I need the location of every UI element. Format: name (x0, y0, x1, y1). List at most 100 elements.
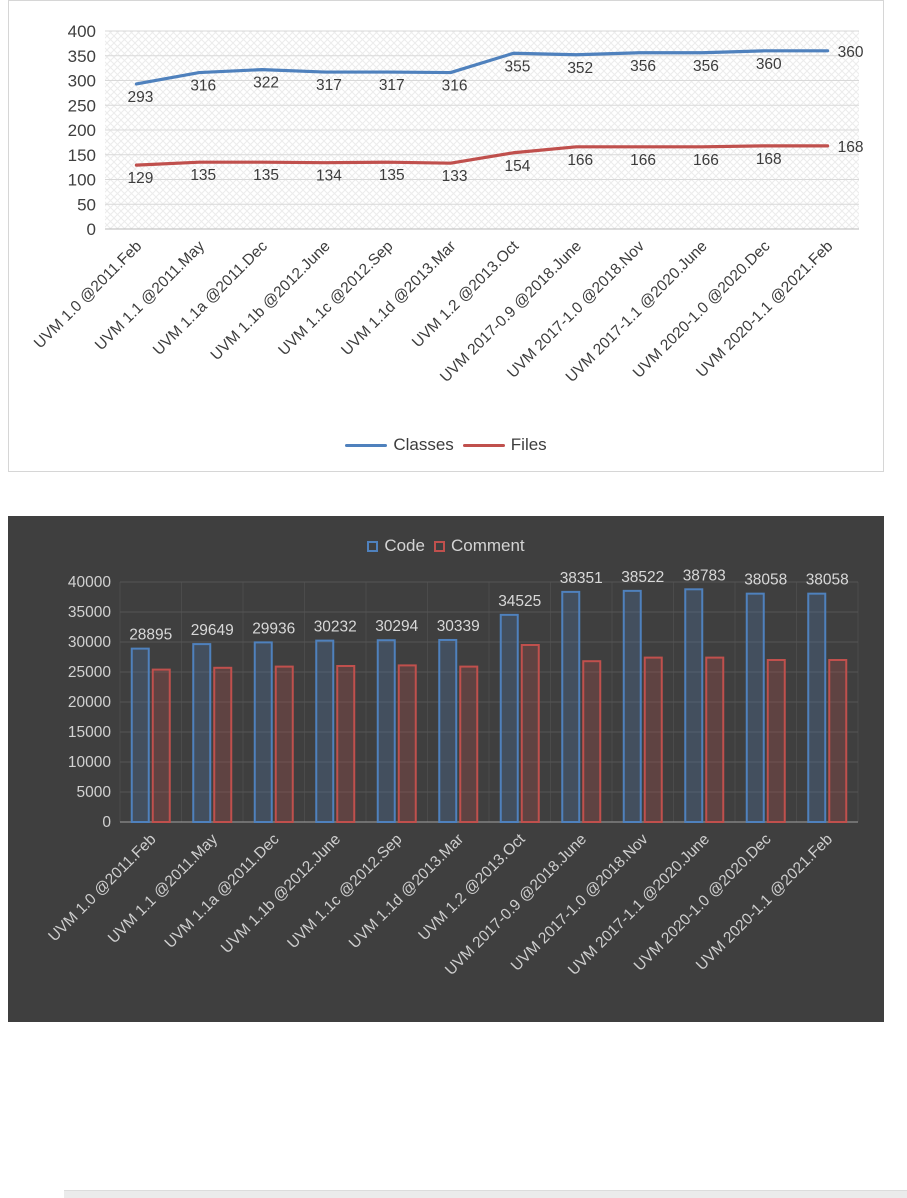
x-axis-tick-label: UVM 1.1a @2011.Dec (150, 238, 271, 359)
bar-comment (705, 656, 725, 823)
y-axis-tick-label: 5000 (77, 784, 112, 801)
bar-chart-svg: 0 5000 10000 15000 20000 25000 30000 35000 40000… (45, 567, 859, 979)
data-label-files: 133 (442, 168, 468, 185)
legend-label-files: Files (510, 435, 547, 454)
data-label-files: 166 (567, 152, 593, 169)
data-label-classes: 356 (693, 58, 719, 75)
data-label-classes: 317 (316, 77, 342, 94)
data-label-classes: 360 (838, 44, 864, 61)
bar-comment (459, 665, 479, 823)
bar-comment (828, 659, 848, 823)
bar-chart-legend: Code Comment (8, 536, 884, 556)
bar-comment (520, 644, 540, 823)
data-label-files: 166 (630, 152, 656, 169)
bar-code (499, 613, 519, 823)
y-axis-tick-label: 50 (77, 195, 96, 214)
bar-code (438, 638, 458, 823)
bar-comment (582, 660, 602, 823)
data-label-classes: 356 (630, 58, 656, 75)
x-axis-tick-label: UVM 1.1b @2012.June (208, 238, 334, 364)
data-label-files: 135 (379, 167, 405, 184)
data-label-files: 166 (693, 152, 719, 169)
data-label-code: 29936 (252, 620, 295, 637)
legend-label-code: Code (384, 536, 425, 555)
legend-item-code: Code (367, 536, 425, 556)
series-line-files (134, 144, 830, 167)
y-axis-tick-label: 10000 (68, 754, 111, 771)
code-comment-bar-chart-panel: 0 5000 10000 15000 20000 25000 30000 35000 40000… (8, 516, 884, 1022)
data-label-files: 134 (316, 168, 342, 185)
partial-panel-top-edge (64, 1190, 907, 1198)
data-label-code: 29649 (191, 622, 234, 639)
files-series-swatch (462, 443, 505, 447)
data-label-code: 30339 (437, 618, 480, 635)
y-axis-tick-label: 25000 (68, 664, 111, 681)
data-label-files: 154 (504, 158, 530, 175)
data-label-files: 135 (253, 167, 279, 184)
classes-files-line-chart-panel: 0 50 100 150 200 250 300 350 400 293 316 322 317 317 3… (8, 0, 884, 472)
legend-item-classes: Classes (345, 435, 454, 455)
x-axis-tick-label: UVM 1.0 @2011.Feb (45, 831, 159, 945)
y-axis-tick-label: 35000 (68, 604, 111, 621)
x-axis-tick-label: UVM 2020-1.1 @2021.Feb (693, 238, 836, 381)
bar-comment (397, 664, 417, 823)
bar-code (561, 590, 581, 823)
x-axis-tick-label: UVM 1.1d @2013.Mar (346, 831, 467, 952)
data-label-code: 38058 (744, 572, 787, 589)
bar-code (684, 588, 704, 823)
data-label-classes: 322 (253, 75, 279, 92)
code-series-swatch (367, 540, 379, 552)
data-label-files: 135 (190, 167, 216, 184)
data-label-files: 129 (127, 170, 153, 187)
x-axis-tick-label: UVM 1.2 @2013.Oct (415, 830, 529, 944)
y-axis-tick-label: 40000 (68, 574, 111, 591)
bar-code (315, 639, 335, 823)
bar-code (622, 589, 642, 823)
x-axis-tick-label: UVM 1.1b @2012.June (218, 831, 344, 957)
x-axis-tick-label: UVM 1.1c @2012.Sep (275, 238, 396, 359)
data-label-classes: 352 (567, 60, 593, 77)
classes-series-swatch (345, 443, 388, 447)
x-axis-tick-label: UVM 1.0 @2011.Feb (31, 238, 145, 352)
data-label-code: 38058 (806, 572, 849, 589)
data-label-files: 168 (756, 151, 782, 168)
data-label-code: 38522 (621, 569, 664, 586)
data-label-classes: 360 (756, 56, 782, 73)
y-axis-tick-label: 0 (87, 220, 96, 239)
bar-comment (643, 656, 663, 823)
y-axis-tick-label: 300 (68, 72, 96, 91)
x-axis-tick-label: UVM 1.1 @2011.May (92, 238, 208, 354)
y-axis-tick-label: 350 (68, 47, 96, 66)
legend-label-comment: Comment (450, 536, 525, 555)
bar-comment (151, 668, 171, 823)
legend-item-comment: Comment (433, 536, 525, 556)
data-label-code: 38351 (560, 570, 603, 587)
data-label-code: 30232 (314, 619, 357, 636)
x-axis-tick-label: UVM 1.1a @2011.Dec (162, 831, 283, 952)
data-label-code: 30294 (375, 618, 418, 635)
bar-comment (274, 665, 294, 823)
data-label-code: 34525 (498, 593, 541, 610)
series-line-classes (134, 49, 830, 86)
legend-label-classes: Classes (393, 435, 454, 454)
line-chart-legend: Classes Files (9, 435, 883, 455)
x-axis-tick-label: UVM 1.2 @2013.Oct (409, 237, 523, 351)
y-axis-tick-label: 0 (102, 814, 111, 831)
data-label-classes: 316 (442, 78, 468, 95)
bar-comment (336, 665, 356, 823)
data-label-classes: 293 (127, 89, 153, 106)
y-axis-tick-label: 15000 (68, 724, 111, 741)
line-chart-svg: 0 50 100 150 200 250 300 350 400 293 316 322 317 317 3… (31, 22, 864, 386)
data-label-classes: 317 (379, 77, 405, 94)
bar-code (253, 641, 273, 823)
y-axis-tick-label: 200 (68, 121, 96, 140)
y-axis-tick-label: 100 (68, 171, 96, 190)
x-axis-tick-label: UVM 1.1d @2013.Mar (338, 238, 459, 359)
data-label-code: 28895 (129, 627, 172, 644)
y-axis-tick-label: 250 (68, 96, 96, 115)
y-axis-tick-label: 150 (68, 146, 96, 165)
bar-code (376, 639, 396, 823)
bar-code (192, 643, 212, 823)
legend-item-files: Files (462, 435, 547, 455)
bar-comment (766, 659, 786, 823)
